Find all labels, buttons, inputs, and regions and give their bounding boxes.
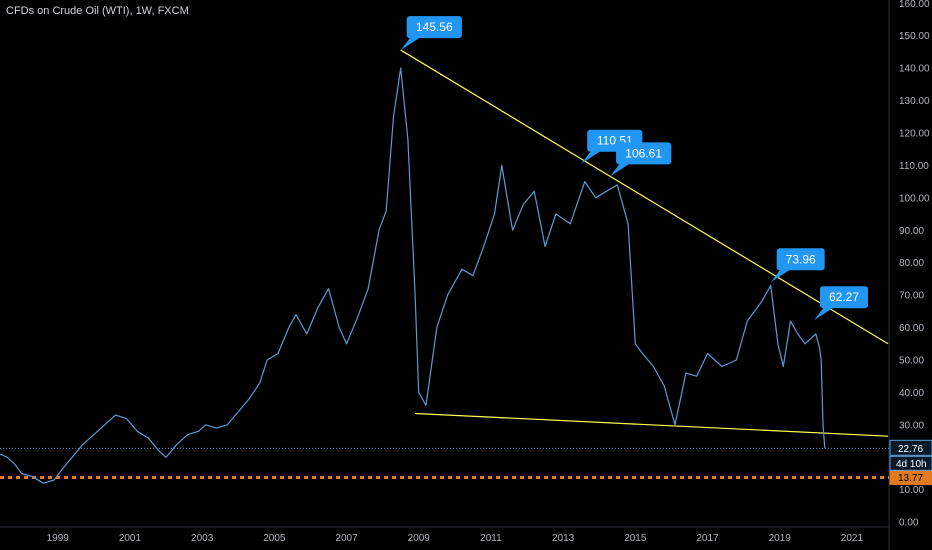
x-tick-label: 2007 (335, 533, 358, 544)
y-tick-label: 0.00 (899, 518, 919, 529)
y-tick-label: 60.00 (899, 323, 924, 334)
callout-box[interactable] (406, 16, 462, 39)
callout-pointer (814, 307, 834, 321)
x-tick-label: 2003 (191, 533, 214, 544)
trendline-support[interactable] (415, 412, 889, 437)
y-tick-label: 140.00 (899, 64, 930, 75)
price-series-line[interactable] (0, 67, 826, 484)
callout-label: 106.61 (625, 146, 662, 160)
x-tick-label: 2013 (552, 533, 575, 544)
x-tick-label: 1999 (47, 533, 70, 544)
support-level-tag-label: 13.77 (898, 473, 923, 484)
callout-box[interactable] (616, 142, 672, 165)
callout-label: 145.56 (416, 20, 453, 34)
y-tick-label: 130.00 (899, 96, 930, 107)
y-tick-label: 80.00 (899, 258, 924, 269)
x-tick-label: 2015 (624, 533, 647, 544)
callout-pointer (400, 37, 421, 51)
callout-pointer (581, 150, 602, 164)
chart-title: CFDs on Crude Oil (WTI), 1W, FXCM (6, 5, 189, 17)
x-tick-label: 2011 (480, 533, 502, 544)
callout-pointer (770, 269, 791, 283)
y-tick-label: 50.00 (899, 355, 924, 366)
last-price-tag-label: 22.76 (898, 444, 923, 455)
y-tick-label: 120.00 (899, 128, 930, 139)
y-tick-label: 30.00 (899, 420, 924, 431)
x-tick-label: 2001 (119, 533, 142, 544)
countdown-tag (889, 455, 932, 471)
x-tick-label: 2009 (408, 533, 431, 544)
x-tick-label: 2005 (263, 533, 286, 544)
x-tick-label: 2021 (841, 533, 864, 544)
countdown-label: 4d 10h (896, 459, 927, 470)
last-price-tag (889, 439, 932, 456)
y-tick-label: 110.00 (899, 161, 929, 172)
y-tick-label: 160.00 (899, 0, 930, 10)
callout-box[interactable] (820, 286, 868, 309)
x-tick-label: 2019 (769, 533, 792, 544)
callout-label: 73.96 (786, 252, 816, 266)
callout-label: 62.27 (829, 290, 859, 304)
y-tick-label: 40.00 (899, 388, 924, 399)
y-tick-label: 100.00 (899, 193, 930, 204)
trendline-resistance[interactable] (400, 49, 889, 345)
y-tick-label: 90.00 (899, 226, 924, 237)
x-tick-label: 2017 (696, 533, 719, 544)
y-tick-label: 70.00 (899, 291, 924, 302)
y-tick-label: 150.00 (899, 31, 930, 42)
callout-box[interactable] (776, 248, 825, 271)
callout-pointer (610, 163, 631, 177)
y-tick-label: 10.00 (899, 485, 924, 496)
